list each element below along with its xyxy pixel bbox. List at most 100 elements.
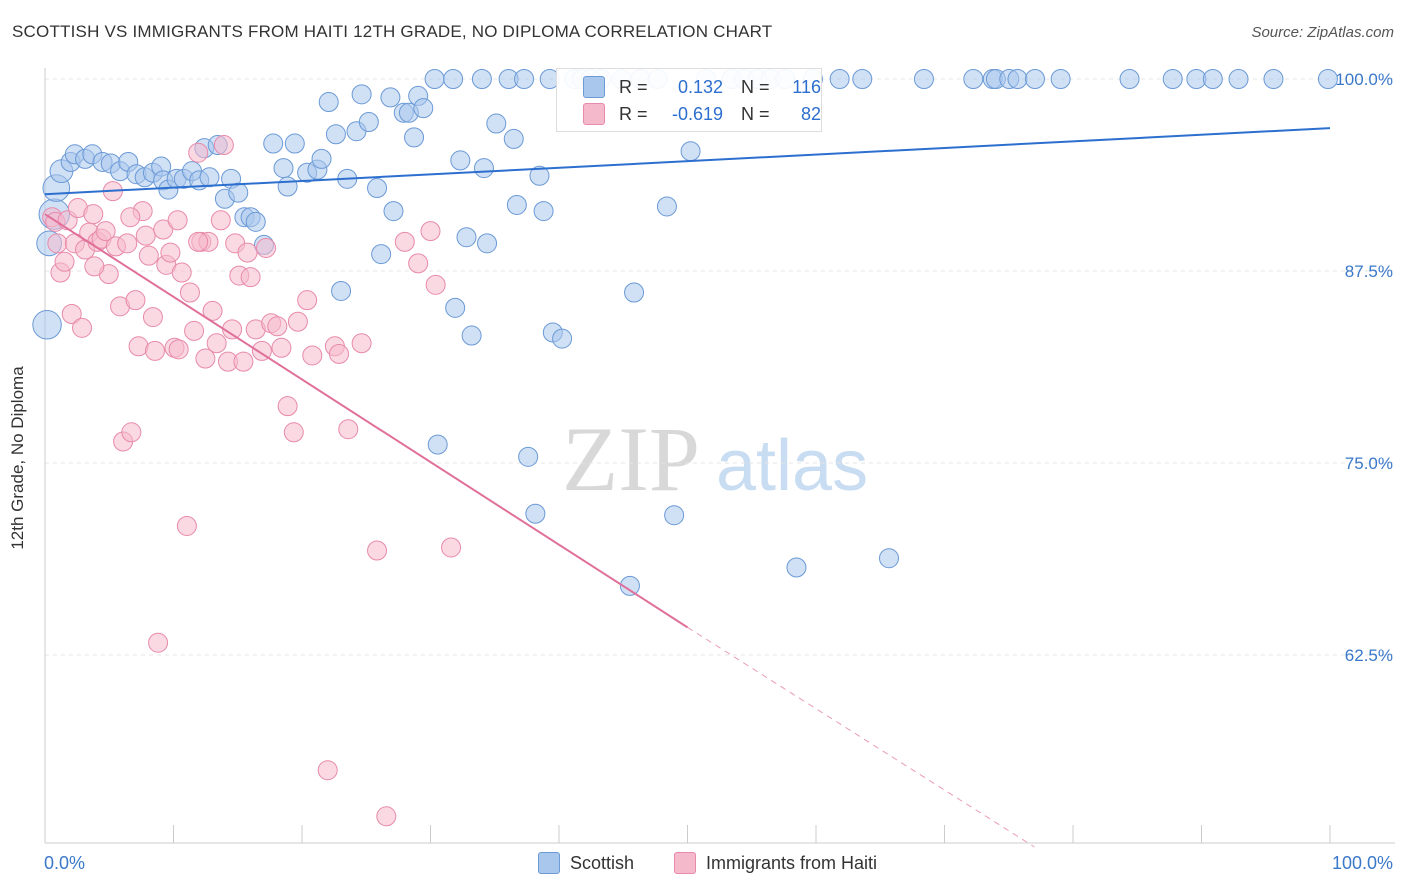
scottish-point: [656, 196, 677, 217]
haiti-point: [202, 300, 223, 321]
y-tick-label: 62.5%: [1345, 646, 1393, 665]
scottish-point: [619, 575, 640, 596]
chart-title: SCOTTISH VS IMMIGRANTS FROM HAITI 12TH G…: [12, 22, 773, 41]
haiti-point: [408, 253, 429, 274]
stats-swatch-haiti: [583, 103, 605, 125]
scottish-point: [450, 150, 471, 171]
haiti-point: [256, 237, 277, 258]
scottish-point: [533, 201, 554, 222]
haiti-point: [206, 333, 227, 354]
scottish-point: [277, 176, 298, 197]
scottish-point: [680, 141, 701, 162]
haiti-point: [317, 760, 338, 781]
haiti-point: [277, 396, 298, 417]
watermark-zip: ZIP: [562, 408, 700, 510]
legend-label-haiti: Immigrants from Haiti: [706, 852, 878, 873]
stats-legend: R = 0.132 N = 116 R = -0.619 N = 82: [556, 68, 822, 132]
haiti-point: [120, 207, 141, 228]
haiti-point: [128, 336, 149, 357]
haiti-point: [394, 231, 415, 252]
scottish-point: [199, 167, 220, 188]
scottish-point: [358, 112, 379, 133]
stats-n-label: N =: [741, 76, 770, 97]
haiti-point: [47, 233, 68, 254]
series-scottish: [32, 69, 1338, 596]
stats-n-value: 82: [800, 103, 821, 124]
trend-lines: [44, 127, 1331, 848]
haiti-point: [184, 320, 205, 341]
haiti-point: [84, 256, 105, 277]
haiti-point: [283, 422, 304, 443]
haiti-point: [117, 233, 138, 254]
stats-row-scottish: R = 0.132 N = 116: [557, 73, 821, 101]
stats-r-label: R =: [619, 76, 648, 97]
scottish-point: [413, 98, 434, 119]
stats-r-value: -0.619: [671, 103, 723, 124]
x-tick-label: 100.0%: [1332, 853, 1393, 873]
legend-item-scottish[interactable]: Scottish: [538, 852, 634, 874]
scottish-point: [1162, 69, 1183, 89]
haiti-point: [72, 317, 93, 338]
chart-source: Source: ZipAtlas.com: [1251, 24, 1394, 41]
legend-label-scottish: Scottish: [570, 852, 635, 873]
haiti-point: [121, 422, 142, 443]
scottish-point: [380, 87, 401, 108]
legend-item-haiti[interactable]: Immigrants from Haiti: [674, 852, 877, 874]
scottish-point: [624, 282, 645, 303]
scottish-point: [471, 69, 492, 89]
scottish-point: [311, 148, 332, 169]
stats-r-value: 0.132: [677, 76, 723, 97]
x-tick-label: 0.0%: [44, 853, 85, 873]
series-haiti: [42, 135, 462, 827]
haiti-point: [210, 210, 231, 231]
haiti-point: [144, 340, 165, 361]
haiti-point: [135, 225, 156, 246]
stats-swatch-scottish: [583, 76, 605, 98]
scottish-point: [456, 227, 477, 248]
haiti-point: [167, 210, 188, 231]
stats-r-label: R =: [619, 103, 648, 124]
scottish-point: [424, 69, 445, 89]
axes: [44, 68, 1395, 844]
scottish-point: [503, 128, 524, 149]
scottish-point: [445, 297, 466, 318]
haiti-trend-line: [44, 213, 689, 629]
haiti-point: [213, 135, 234, 156]
scottish-point: [263, 133, 284, 154]
scottish-point: [351, 84, 372, 105]
haiti-point: [297, 290, 318, 311]
haiti-point: [153, 219, 174, 240]
haiti-point: [125, 290, 146, 311]
haiti-point: [329, 343, 350, 364]
haiti-point: [420, 221, 441, 242]
scottish-point: [284, 133, 305, 154]
legend-swatch-haiti: [674, 852, 696, 874]
scottish-point: [404, 127, 425, 148]
scottish-point: [486, 113, 507, 134]
stats-n-label: N =: [741, 103, 770, 124]
haiti-point: [142, 307, 163, 328]
haiti-point: [338, 419, 359, 440]
haiti-point: [171, 262, 192, 283]
scottish-point: [477, 233, 498, 254]
tick-labels: 62.5% 75.0% 87.5% 100.0% 0.0% 100.0%: [44, 70, 1393, 873]
scottish-point: [318, 92, 339, 113]
haiti-point: [267, 316, 288, 337]
watermark: ZIP atlas: [562, 408, 868, 510]
scottish-point: [325, 124, 346, 145]
haiti-trend-extension: [687, 626, 1035, 848]
watermark-atlas: atlas: [716, 426, 868, 506]
scottish-point: [1317, 69, 1338, 89]
scottish-point: [529, 165, 550, 186]
scottish-point: [245, 211, 266, 232]
scottish-point: [963, 69, 984, 89]
scottish-point: [427, 434, 448, 455]
haiti-point: [240, 267, 261, 288]
haiti-point: [168, 339, 189, 360]
scottish-point: [443, 69, 464, 89]
scottish-point: [829, 69, 850, 89]
haiti-point: [233, 351, 254, 372]
scottish-point: [514, 69, 535, 89]
scottish-point: [1263, 69, 1284, 89]
scottish-point: [518, 446, 539, 467]
